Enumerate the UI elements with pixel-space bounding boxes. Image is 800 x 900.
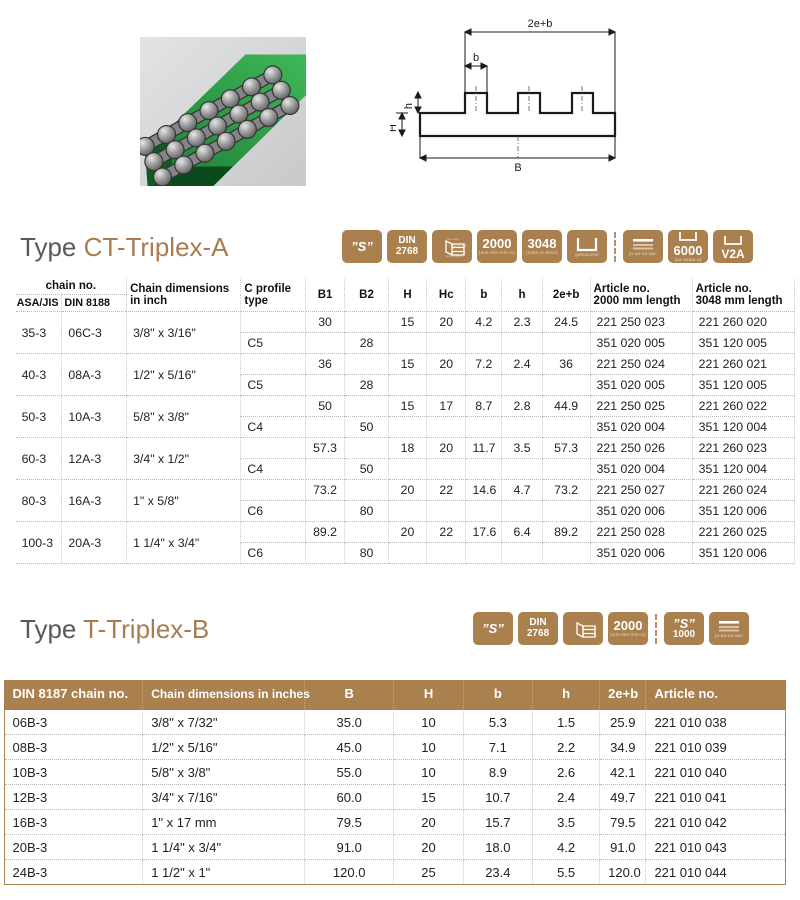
svg-text:oo o ooo: oo o ooo <box>447 237 459 241</box>
svg-text:H: H <box>390 124 399 132</box>
svg-text:h: h <box>403 103 415 109</box>
svg-text:oo oo o ooo: oo oo o ooo <box>453 244 467 247</box>
svg-text:2e+b: 2e+b <box>528 18 553 30</box>
svg-text:b: b <box>473 52 479 64</box>
svg-text:B: B <box>514 162 521 174</box>
svg-text:oo oo oooo oo: oo oo oooo oo <box>446 255 463 258</box>
